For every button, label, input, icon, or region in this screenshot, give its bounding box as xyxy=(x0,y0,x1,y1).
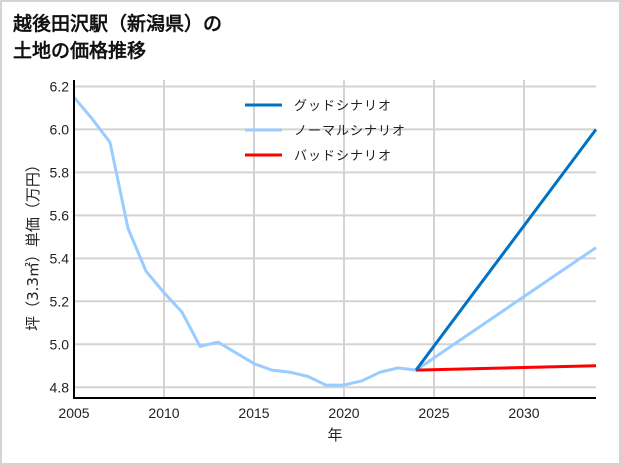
x-axis-ticks: 2005 2010 2015 2020 2025 2030 xyxy=(58,405,539,421)
x-tick-label: 2025 xyxy=(418,405,449,421)
legend-label: ノーマルシナリオ xyxy=(294,124,406,139)
x-axis-label: 年 xyxy=(327,426,342,444)
y-tick-label: 5.6 xyxy=(50,207,70,223)
y-tick-label: 4.8 xyxy=(50,379,70,395)
y-axis-label: 坪（3.3㎡）単価（万円） xyxy=(24,157,42,331)
y-tick-label: 5.4 xyxy=(50,250,70,266)
y-axis-ticks: 4.8 5.0 5.2 5.4 5.6 5.8 6.0 6.2 xyxy=(50,78,70,395)
x-tick-label: 2010 xyxy=(148,405,179,421)
x-tick-label: 2030 xyxy=(508,405,539,421)
y-tick-label: 5.8 xyxy=(50,164,70,180)
data-series xyxy=(72,96,598,387)
x-tick-label: 2020 xyxy=(328,405,359,421)
y-tick-label: 5.2 xyxy=(50,293,70,309)
x-tick-label: 2005 xyxy=(58,405,89,421)
series-line-1 xyxy=(72,96,597,387)
series-line-0 xyxy=(414,128,598,371)
chart-title-line1: 越後田沢駅（新潟県）の xyxy=(13,13,223,35)
chart-title: 越後田沢駅（新潟県）の 土地の価格推移 xyxy=(13,11,222,65)
legend-label: グッドシナリオ xyxy=(294,99,392,114)
y-tick-label: 6.2 xyxy=(50,78,70,94)
y-tick-label: 6.0 xyxy=(50,121,70,137)
series-line-2 xyxy=(415,364,597,372)
axes xyxy=(73,80,596,399)
chart-title-line2: 土地の価格推移 xyxy=(13,40,147,62)
y-tick-label: 5.0 xyxy=(50,336,70,352)
x-tick-label: 2015 xyxy=(238,405,269,421)
legend-label: バッドシナリオ xyxy=(294,149,392,164)
